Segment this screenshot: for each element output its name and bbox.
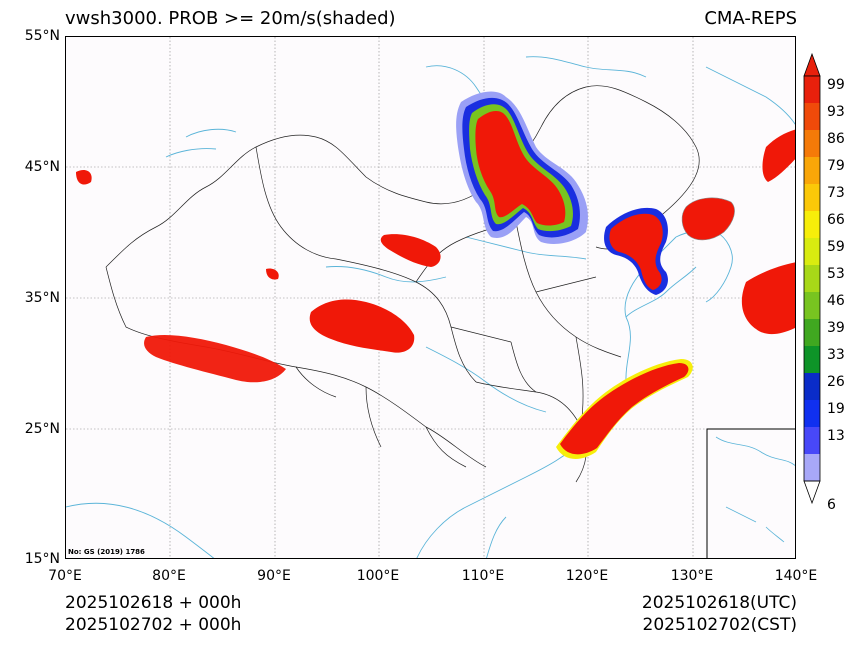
colorbar-segment bbox=[804, 103, 820, 130]
lon-label-70: 70°E bbox=[48, 568, 82, 584]
lat-label-25: 25°N bbox=[24, 421, 60, 437]
colorbar-segment bbox=[804, 454, 820, 481]
model-name: CMA-REPS bbox=[704, 8, 797, 29]
colorbar-label-59: 59 bbox=[827, 239, 845, 255]
colorbar-segment bbox=[804, 211, 820, 238]
colorbar-extend-min bbox=[803, 480, 821, 505]
south-china-sea-inset bbox=[706, 428, 795, 558]
lat-label-35: 35°N bbox=[24, 290, 60, 306]
prob-shading bbox=[76, 91, 795, 459]
colorbar-segment bbox=[804, 427, 820, 454]
map-panel[interactable] bbox=[65, 36, 796, 559]
colorbar-segment bbox=[804, 400, 820, 427]
colorbar-segment bbox=[804, 130, 820, 157]
colorbar-label-6: 6 bbox=[827, 497, 836, 513]
lat-label-45: 45°N bbox=[24, 159, 60, 175]
colorbar-frame bbox=[803, 75, 821, 482]
colorbar-label-79: 79 bbox=[827, 158, 845, 174]
colorbar bbox=[803, 52, 821, 505]
colorbar-label-13: 13 bbox=[827, 428, 845, 444]
colorbar-segment bbox=[804, 265, 820, 292]
lon-label-90: 90°E bbox=[257, 568, 291, 584]
colorbar-extend-max bbox=[803, 52, 821, 77]
footer-valid-utc: 2025102618(UTC) bbox=[641, 593, 797, 613]
map-canvas bbox=[66, 37, 795, 558]
map-review-number: No: GS (2019) 1786 bbox=[68, 548, 145, 556]
lon-label-140: 140°E bbox=[774, 568, 818, 584]
colorbar-label-93: 93 bbox=[827, 104, 845, 120]
colorbar-label-26: 26 bbox=[827, 374, 845, 390]
colorbar-segment bbox=[804, 238, 820, 265]
colorbar-label-73: 73 bbox=[827, 185, 845, 201]
lat-label-15: 15°N bbox=[24, 551, 60, 567]
colorbar-label-86: 86 bbox=[827, 131, 845, 147]
colorbar-segment bbox=[804, 157, 820, 184]
colorbar-label-39: 39 bbox=[827, 320, 845, 336]
lon-label-110: 110°E bbox=[461, 568, 505, 584]
lon-label-120: 120°E bbox=[565, 568, 609, 584]
footer-init-cst: 2025102702 + 000h bbox=[65, 615, 242, 635]
colorbar-segment bbox=[804, 184, 820, 211]
lon-label-130: 130°E bbox=[670, 568, 714, 584]
colorbar-label-19: 19 bbox=[827, 401, 845, 417]
lon-label-100: 100°E bbox=[356, 568, 400, 584]
lat-label-55: 55°N bbox=[24, 28, 60, 44]
colorbar-label-33: 33 bbox=[827, 347, 845, 363]
colorbar-segment bbox=[804, 319, 820, 346]
colorbar-segment bbox=[804, 373, 820, 400]
lon-label-80: 80°E bbox=[152, 568, 186, 584]
colorbar-segment bbox=[804, 292, 820, 319]
colorbar-label-66: 66 bbox=[827, 212, 845, 228]
colorbar-label-53: 53 bbox=[827, 266, 845, 282]
colorbar-segment bbox=[804, 76, 820, 103]
footer-valid-cst: 2025102702(CST) bbox=[642, 615, 797, 635]
colorbar-label-46: 46 bbox=[827, 293, 845, 309]
footer-init-utc: 2025102618 + 000h bbox=[65, 593, 242, 613]
map-title: vwsh3000. PROB >= 20m/s(shaded) bbox=[65, 8, 396, 29]
colorbar-segment bbox=[804, 346, 820, 373]
gridlines bbox=[66, 37, 795, 558]
colorbar-label-99: 99 bbox=[827, 77, 845, 93]
